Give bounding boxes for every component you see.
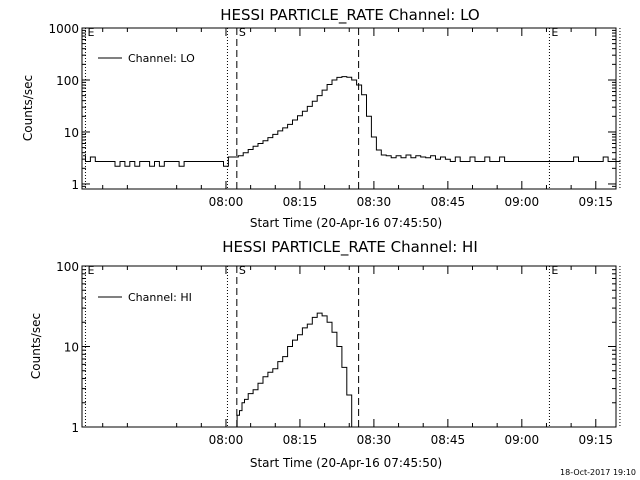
chart-1-marker-label-0: E xyxy=(87,264,94,277)
chart-1-xtick-label-1: 08:15 xyxy=(283,433,318,447)
chart-hi-xlabel: Start Time (20-Apr-16 07:45:50) xyxy=(250,456,442,470)
chart-hi: HESSI PARTICLE_RATE Channel: HI 08:00 08:… xyxy=(29,238,621,470)
chart-lo-series xyxy=(83,76,621,167)
chart-1-series-line-0 xyxy=(235,312,355,428)
chart-0-ytick-label-2: 100 xyxy=(56,74,79,88)
chart-1-ytick-label-0: 1 xyxy=(71,421,79,435)
chart-0-xtick-label-1: 08:15 xyxy=(283,195,318,209)
chart-0-xtick-label-4: 09:00 xyxy=(505,195,540,209)
chart-0-ytick-label-1: 10 xyxy=(64,126,79,140)
chart-hi-ylabel: Counts/sec xyxy=(29,313,43,379)
chart-hi-title: HESSI PARTICLE_RATE Channel: HI xyxy=(222,238,478,257)
chart-0-marker-label-2: S xyxy=(239,26,246,39)
chart-lo: HESSI PARTICLE_RATE Channel: LO 08:00 08:… xyxy=(21,6,621,230)
chart-1-xtick-label-5: 09:15 xyxy=(578,433,613,447)
chart-1-xtick-label-4: 09:00 xyxy=(505,433,540,447)
chart-hi-legend-label: Channel: HI xyxy=(128,291,192,304)
chart-lo-xlabel: Start Time (20-Apr-16 07:45:50) xyxy=(250,216,442,230)
chart-0-ytick-label-3: 1000 xyxy=(48,22,79,36)
chart-1-xtick-label-0: 08:00 xyxy=(209,433,244,447)
chart-lo-legend-label: Channel: LO xyxy=(128,52,195,65)
chart-0-marker-label-0: E xyxy=(87,26,94,39)
chart-0-marker-label-4: E xyxy=(551,26,558,39)
chart-0-xtick-label-5: 09:15 xyxy=(578,195,613,209)
chart-0-xtick-label-3: 08:45 xyxy=(431,195,466,209)
chart-lo-title: HESSI PARTICLE_RATE Channel: LO xyxy=(220,6,479,25)
chart-hi-series xyxy=(235,312,355,428)
chart-0-series-line-0 xyxy=(83,76,621,167)
chart-1-xtick-label-3: 08:45 xyxy=(431,433,466,447)
chart-1-ytick-label-2: 100 xyxy=(56,260,79,274)
chart-hi-axes: 08:00 08:15 08:30 08:45 09:00 09:15 1 10 100 xyxy=(56,260,616,447)
chart-lo-axes: 08:00 08:15 08:30 08:45 09:00 09:15 1 10 100 1000 xyxy=(48,22,616,209)
chart-1-xtick-label-2: 08:30 xyxy=(357,433,392,447)
chart-1-marker-label-4: E xyxy=(551,264,558,277)
chart-0-xtick-label-0: 08:00 xyxy=(209,195,244,209)
timestamp: 18-Oct-2017 19:10 xyxy=(560,468,636,477)
chart-0-ytick-label-0: 1 xyxy=(71,178,79,192)
chart-0-xtick-label-2: 08:30 xyxy=(357,195,392,209)
chart-lo-ylabel: Counts/sec xyxy=(21,75,35,141)
chart-1-ytick-label-1: 10 xyxy=(64,341,79,355)
chart-1-marker-label-2: S xyxy=(239,264,246,277)
